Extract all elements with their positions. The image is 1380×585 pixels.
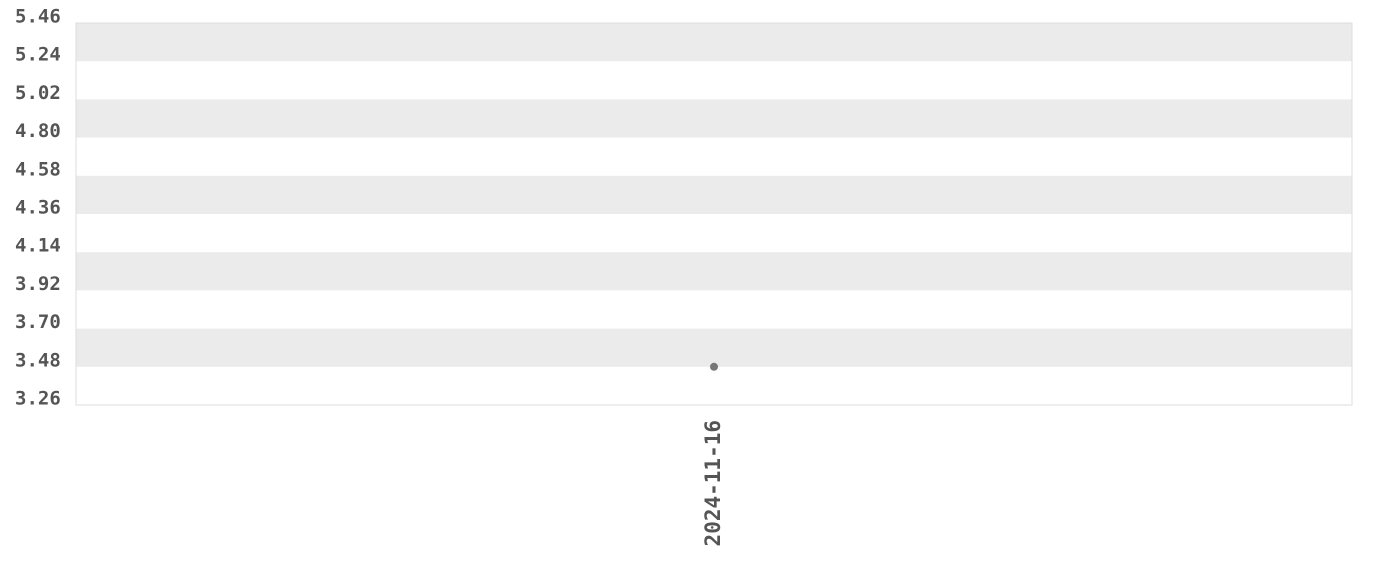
y-tick-label: 5.24 [15,44,61,66]
x-axis: 2024-11-16 [701,420,725,546]
y-tick-label: 3.26 [15,388,61,410]
y-tick-label: 3.48 [15,349,61,371]
grid-band [76,175,1352,214]
y-tick-label: 3.92 [15,273,61,295]
y-axis: 5.46 5.24 5.02 4.80 4.58 4.36 4.14 3.92 3.70 3.48… [15,6,61,410]
grid-band [76,99,1352,138]
grid-bands [76,23,1352,367]
y-tick-label: 5.46 [15,6,61,28]
grid-band [76,23,1352,62]
y-tick-label: 4.14 [15,235,61,257]
data-point [710,362,718,371]
grid-band [76,328,1352,367]
y-tick-label: 5.02 [15,82,61,104]
y-tick-label: 4.80 [15,120,61,142]
plot-border [75,22,1353,406]
grid-band [76,252,1352,291]
y-tick-label: 4.58 [15,158,61,180]
y-tick-label: 3.70 [15,311,61,333]
x-tick-label: 2024-11-16 [701,420,725,546]
series [710,362,718,371]
y-tick-label: 4.36 [15,197,61,219]
